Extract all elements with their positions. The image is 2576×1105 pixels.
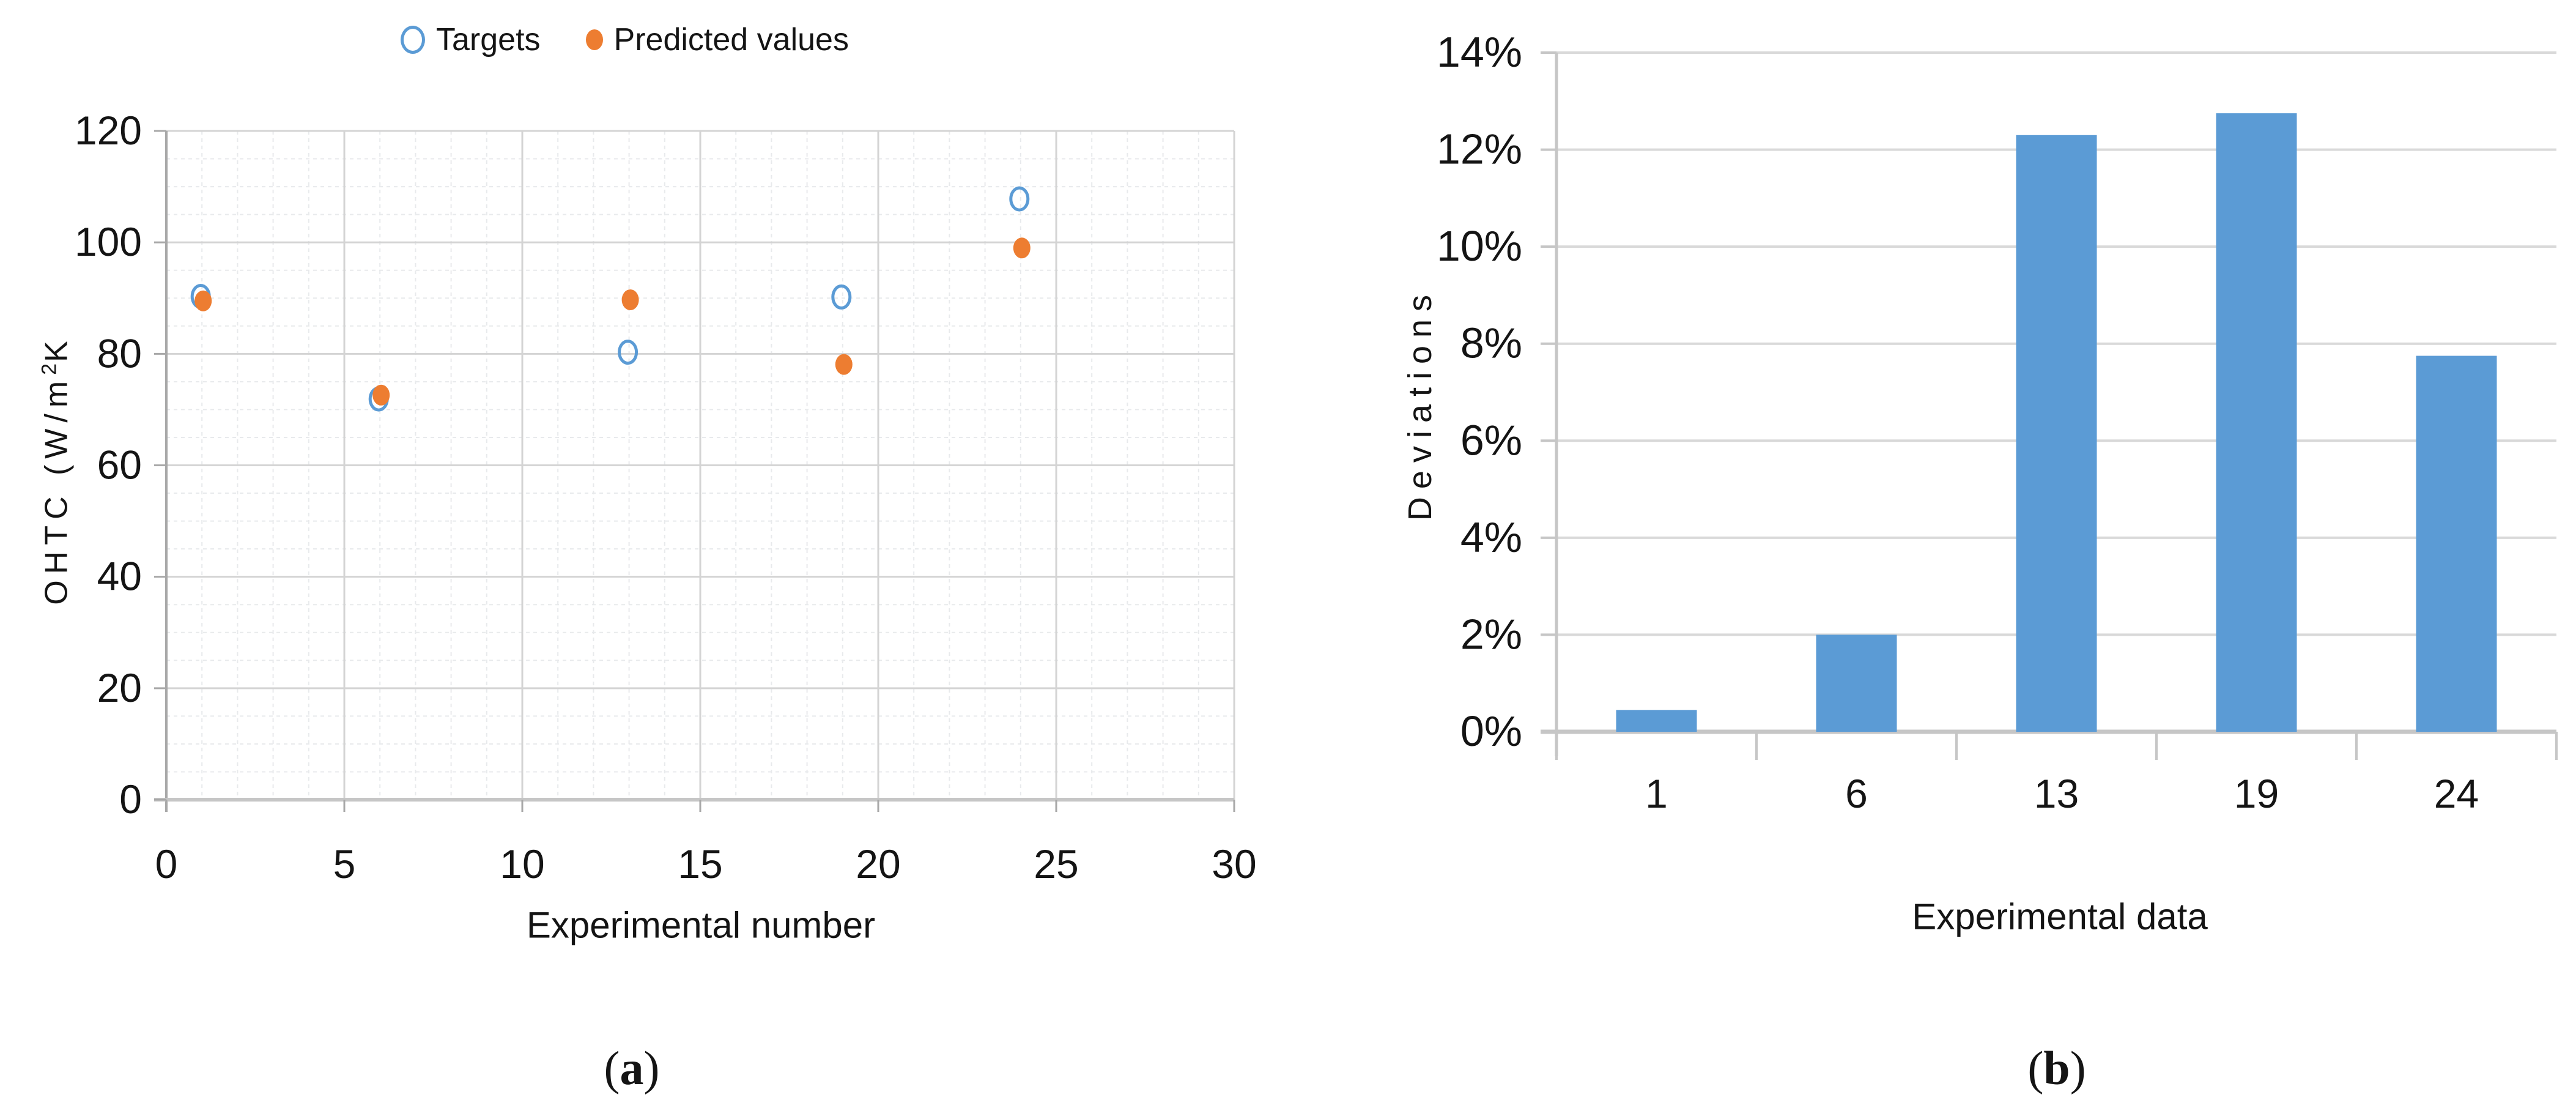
caption-b-close-paren: ) xyxy=(2070,1041,2086,1095)
y-tick-label: 120 xyxy=(75,108,142,153)
y-tick-label: 6% xyxy=(1460,416,1522,464)
x-axis-title-experimental-number: Experimental number xyxy=(526,904,876,946)
target-marker xyxy=(618,340,638,365)
y-tick-label: 4% xyxy=(1460,513,1522,561)
x-category-label: 6 xyxy=(1845,771,1868,816)
y-axis-title-ohtc: OHTC (W/m2K xyxy=(37,335,75,605)
predicted-marker xyxy=(835,354,853,375)
bar-chart-deviations: 0% 2% 4% 6% 8% 10% 12% 14% 1 6 13 19 24 xyxy=(1437,28,2558,816)
caption-b-letter: b xyxy=(2043,1041,2070,1095)
caption-a-letter: a xyxy=(620,1041,644,1095)
x-tick-label: 20 xyxy=(856,841,900,887)
y-tick-label: 0 xyxy=(119,776,142,822)
y-tick-label: 0% xyxy=(1460,707,1522,755)
predicted-marker xyxy=(621,289,639,310)
legend-item-targets: Targets xyxy=(401,24,541,56)
legend-label-targets: Targets xyxy=(436,22,541,58)
predicted-marker xyxy=(1013,237,1031,259)
target-marker xyxy=(1009,186,1030,212)
y-axis-title-ohtc-superscript: 2 xyxy=(37,362,61,375)
legend-label-predicted-values: Predicted values xyxy=(613,22,849,58)
caption-a-close-paren: ) xyxy=(643,1041,660,1095)
y-tick-label: 100 xyxy=(75,219,142,264)
x-category-label: 24 xyxy=(2434,771,2479,816)
y-axis-title-ohtc-suffix: K xyxy=(39,335,75,362)
scatter-plot-ohtc: 0 5 10 15 20 25 30 0 20 40 60 80 100 120 xyxy=(75,108,1257,887)
y-axis-title-ohtc-prefix: OHTC (W/m xyxy=(39,374,75,605)
caption-a-open-paren: ( xyxy=(604,1041,620,1095)
caption-b: (b) xyxy=(2027,1041,2086,1096)
x-tick-label: 30 xyxy=(1212,841,1256,887)
caption-a: (a) xyxy=(604,1041,660,1096)
x-tick-label: 15 xyxy=(678,841,722,887)
bar xyxy=(1616,710,1697,732)
x-tick-label: 25 xyxy=(1034,841,1078,887)
y-tick-label: 10% xyxy=(1437,222,1522,270)
x-category-label: 1 xyxy=(1645,771,1668,816)
y-tick-label: 40 xyxy=(97,554,142,599)
legend: Targets Predicted values xyxy=(401,17,849,62)
y-tick-label: 2% xyxy=(1460,610,1522,658)
y-tick-label: 60 xyxy=(97,442,142,488)
y-tick-label: 20 xyxy=(97,665,142,710)
predicted-marker xyxy=(372,384,390,406)
y-tick-label: 14% xyxy=(1437,28,1522,76)
bar xyxy=(2216,113,2297,732)
y-axis-title-deviations: Deviations xyxy=(1402,286,1438,521)
target-marker xyxy=(831,284,852,310)
bar xyxy=(2016,135,2097,732)
y-tick-label: 12% xyxy=(1437,125,1522,173)
bar xyxy=(2416,355,2497,732)
x-axis-title-experimental-data: Experimental data xyxy=(1912,896,2208,937)
legend-item-predicted-values: Predicted values xyxy=(585,22,849,58)
y-tick-label: 80 xyxy=(97,330,142,376)
bar xyxy=(1816,634,1897,732)
x-category-label: 19 xyxy=(2234,771,2279,816)
caption-b-open-paren: ( xyxy=(2027,1041,2044,1095)
predicted-marker xyxy=(194,290,212,311)
y-tick-label: 8% xyxy=(1460,319,1522,367)
x-tick-label: 10 xyxy=(500,841,544,887)
x-tick-label: 0 xyxy=(155,841,178,887)
predicted-filled-circle-icon xyxy=(585,29,603,50)
x-tick-label: 5 xyxy=(333,841,356,887)
targets-open-circle-icon xyxy=(401,26,425,54)
x-category-label: 13 xyxy=(2034,771,2079,816)
